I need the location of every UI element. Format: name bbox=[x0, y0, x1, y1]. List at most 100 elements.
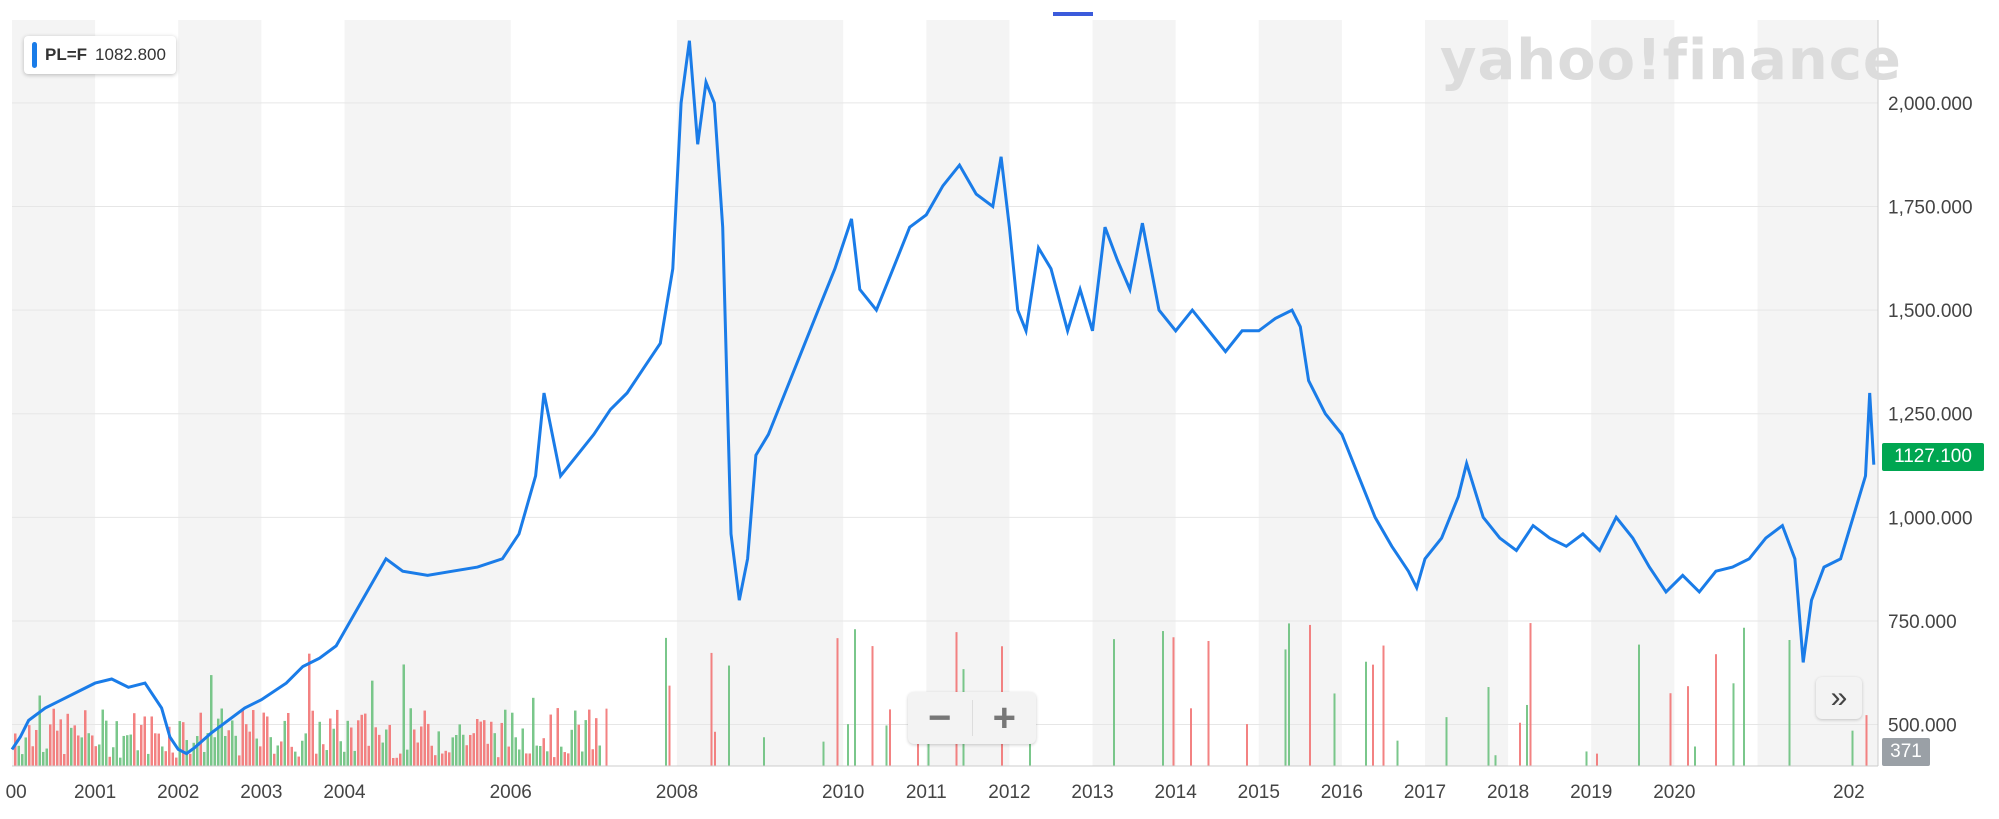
volume-bar bbox=[549, 714, 552, 766]
volume-bar bbox=[1529, 623, 1532, 766]
volume-bar bbox=[297, 756, 300, 766]
volume-bar bbox=[196, 736, 199, 766]
y-tick-label: 1,250.000 bbox=[1888, 405, 1973, 426]
volume-bar bbox=[728, 665, 730, 766]
x-tick-label: 2001 bbox=[74, 782, 116, 803]
x-tick-label: 2020 bbox=[1653, 782, 1695, 803]
volume-bar bbox=[588, 709, 591, 766]
volume-bar bbox=[343, 751, 346, 766]
volume-bar bbox=[364, 713, 367, 766]
y-axis: 2,000.000 1,750.000 1,500.000 1,250.000 1,00… bbox=[12, 20, 1973, 767]
volume-bar bbox=[1162, 631, 1164, 766]
volume-bar bbox=[178, 721, 181, 766]
volume-bar bbox=[374, 727, 377, 766]
x-tick-label: 2013 bbox=[1071, 782, 1113, 803]
volume-bar bbox=[304, 733, 307, 766]
volume-bar bbox=[1694, 746, 1696, 766]
volume-bar bbox=[136, 750, 139, 766]
current-price-badge: 1127.100 bbox=[1882, 443, 1984, 471]
volume-bar bbox=[210, 675, 213, 766]
volume-bar bbox=[437, 731, 440, 766]
volume-bar bbox=[14, 733, 17, 766]
volume-bar bbox=[238, 755, 241, 766]
volume-bar bbox=[462, 734, 465, 766]
volume-bar bbox=[283, 720, 286, 766]
x-tick-label: 2011 bbox=[906, 782, 947, 803]
volume-bar bbox=[1851, 730, 1854, 766]
volume-bar bbox=[70, 727, 73, 766]
volume-bar bbox=[563, 752, 566, 766]
volume-bar bbox=[182, 722, 185, 766]
zoom-out-button[interactable]: − bbox=[928, 695, 952, 740]
x-tick-label: 2002 bbox=[157, 782, 199, 803]
year-band bbox=[1258, 20, 1342, 766]
x-tick-label: 2019 bbox=[1570, 782, 1612, 803]
volume-bar bbox=[119, 757, 122, 766]
volume-bar bbox=[231, 720, 234, 766]
volume-bar bbox=[822, 741, 825, 766]
volume-bar bbox=[73, 725, 76, 766]
volume-bar bbox=[493, 733, 496, 766]
volume-bar bbox=[665, 637, 667, 766]
volume-bar bbox=[171, 752, 174, 766]
volume-bar bbox=[276, 745, 279, 766]
volume-bar bbox=[325, 750, 328, 766]
volume-bar bbox=[560, 746, 563, 766]
volume-bar bbox=[157, 733, 160, 766]
year-band bbox=[1092, 20, 1176, 766]
volume-bar bbox=[497, 757, 500, 766]
volume-bar bbox=[339, 741, 342, 766]
volume-bar bbox=[591, 749, 594, 766]
volume-bar bbox=[287, 712, 290, 766]
volume-bar bbox=[605, 708, 608, 766]
volume-bar bbox=[885, 725, 888, 766]
zoom-in-button[interactable]: + bbox=[992, 695, 1016, 740]
volume-bar bbox=[168, 726, 171, 766]
volume-bar bbox=[213, 737, 216, 766]
volume-bar bbox=[1288, 623, 1290, 766]
x-tick-label: 2016 bbox=[1321, 782, 1363, 803]
volume-bar bbox=[318, 721, 321, 766]
volume-bar bbox=[1687, 686, 1689, 766]
volume-bar bbox=[595, 718, 598, 766]
volume-bar bbox=[1372, 664, 1374, 766]
volume-bar bbox=[479, 721, 482, 766]
x-tick-label: 2015 bbox=[1238, 782, 1280, 803]
volume-bar bbox=[262, 712, 265, 766]
x-tick-label: 2003 bbox=[240, 782, 282, 803]
x-tick-label: 2010 bbox=[822, 782, 864, 803]
volume-bar bbox=[336, 709, 339, 766]
x-tick-label: 2004 bbox=[323, 782, 366, 803]
volume-bar bbox=[311, 710, 314, 766]
volume-bar bbox=[1788, 640, 1791, 766]
volume-bar bbox=[1309, 624, 1311, 766]
volume-bar bbox=[1638, 644, 1640, 766]
volume-bar bbox=[378, 734, 381, 766]
volume-bar bbox=[1190, 708, 1192, 766]
volume-bar bbox=[1382, 645, 1385, 766]
volume-bar bbox=[164, 751, 167, 766]
volume-bar bbox=[105, 720, 108, 766]
volume-bar bbox=[59, 719, 62, 766]
volume-bar bbox=[889, 709, 891, 766]
volume-bar bbox=[1865, 715, 1868, 766]
volume-bar bbox=[45, 748, 48, 766]
volume-bar bbox=[430, 745, 433, 766]
volume-bar bbox=[322, 744, 325, 766]
volume-bar bbox=[469, 734, 472, 766]
zoom-controls: − + bbox=[908, 692, 1036, 744]
volume-bar bbox=[570, 729, 573, 766]
volume-bar bbox=[203, 751, 206, 766]
volume-bar bbox=[371, 680, 374, 766]
volume-bar bbox=[427, 723, 430, 766]
volume-bar bbox=[84, 710, 87, 766]
volume-bar bbox=[1732, 683, 1735, 766]
volume-bar bbox=[1526, 704, 1528, 766]
volume-bar bbox=[357, 720, 360, 766]
x-axis: 00 2001 2002 2003 2004 2006 2008 2010 2011 2012 20… bbox=[6, 782, 1865, 803]
legend[interactable]: PL=F 1082.800 bbox=[24, 36, 176, 74]
volume-bars bbox=[14, 623, 1868, 766]
expand-button[interactable]: » bbox=[1816, 677, 1862, 719]
y-tick-label: 1,000.000 bbox=[1888, 508, 1973, 529]
volume-bar bbox=[332, 728, 335, 766]
